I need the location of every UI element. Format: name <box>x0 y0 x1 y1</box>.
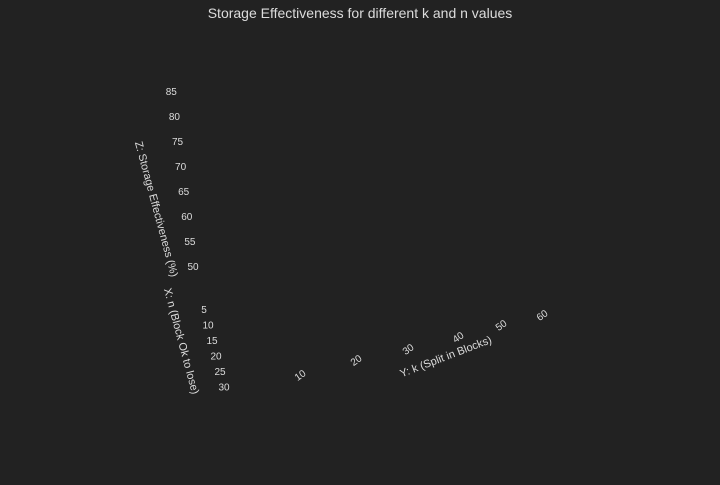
y-tick-label: 50 <box>494 318 510 334</box>
y-axis-label: Y: k (Split in Blocks) <box>398 334 493 380</box>
x-axis-label: X: n (Block Ok to lose) <box>161 287 201 396</box>
z-tick-label: 55 <box>184 237 196 248</box>
z-tick-label: 60 <box>181 212 193 223</box>
z-tick-label: 65 <box>178 187 190 198</box>
y-tick-label: 20 <box>349 353 365 369</box>
z-tick-label: 70 <box>175 162 187 173</box>
y-tick-label: 60 <box>535 308 551 324</box>
x-tick-label: 10 <box>202 321 214 332</box>
z-axis-ticks: 50 55 60 65 70 75 80 85 <box>166 87 199 273</box>
z-axis-label: Z: Storage Effectiveness (%) <box>132 140 180 278</box>
z-tick-label: 75 <box>172 137 184 148</box>
chart-title: Storage Effectiveness for different k an… <box>208 5 513 21</box>
z-tick-label: 85 <box>166 87 178 98</box>
x-tick-label: 25 <box>214 367 226 378</box>
x-tick-label: 20 <box>210 352 222 363</box>
z-tick-label: 50 <box>187 262 199 273</box>
y-tick-label: 30 <box>401 342 417 358</box>
x-tick-label: 30 <box>218 383 230 394</box>
z-tick-label: 80 <box>169 112 181 123</box>
x-axis-ticks: 5 10 15 20 25 30 <box>201 305 230 394</box>
y-tick-label: 10 <box>293 368 309 384</box>
x-tick-label: 15 <box>206 336 218 347</box>
x-tick-label: 5 <box>201 305 207 316</box>
